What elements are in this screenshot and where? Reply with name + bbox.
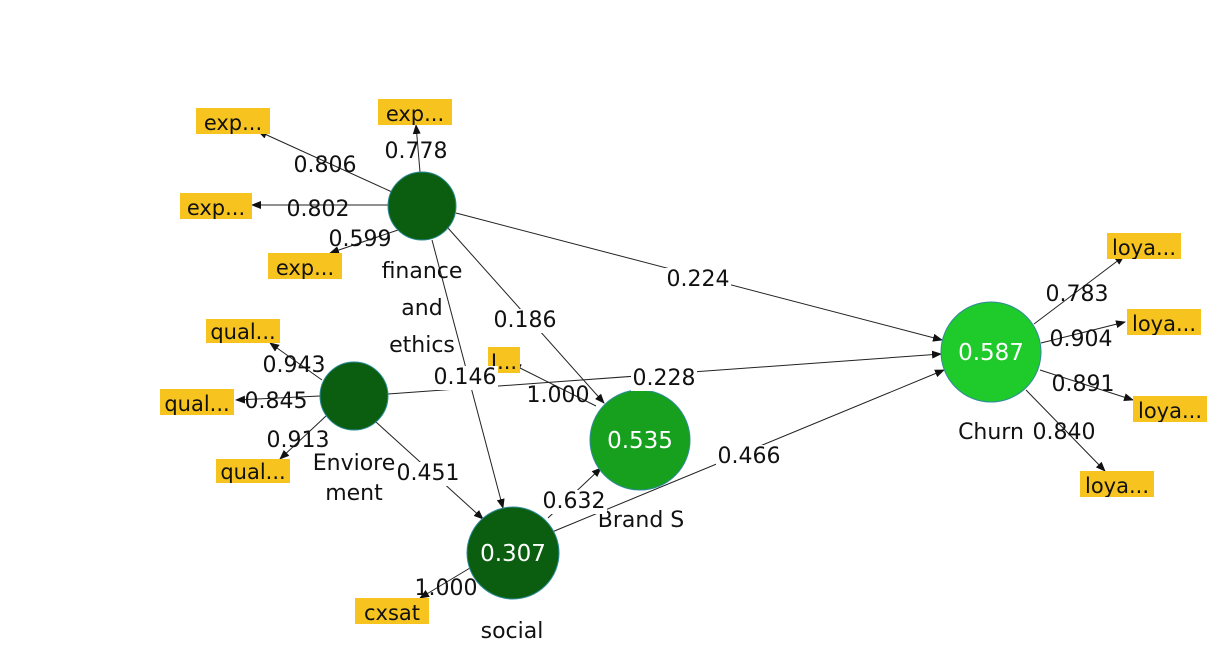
indicator-i_loy4[interactable]: loya... [1080, 471, 1154, 498]
loading-coefficient-l_qual2: 0.845 [245, 389, 308, 414]
path-label-bg [541, 490, 607, 514]
loading-arrow-l_qual1 [269, 342, 323, 381]
path-label-bg [716, 445, 782, 469]
construct-env[interactable]: Enviore ment [313, 361, 396, 506]
indicator-box [206, 319, 280, 343]
indicator-label: loya... [1085, 474, 1149, 498]
construct-name-line: Enviore [313, 451, 396, 476]
indicator-label: loya... [1138, 399, 1202, 423]
loading-coefficient-l_qual3: 0.913 [267, 428, 330, 453]
indicator-label: qual... [210, 320, 275, 344]
indicator-label: exp... [187, 196, 245, 220]
construct-churn[interactable]: 0.587 Churn [940, 301, 1042, 445]
loading-arrow-l_exp2 [412, 124, 421, 173]
loading-coefficient-l_loy3: 0.891 [1052, 372, 1115, 397]
indicator-box [355, 598, 429, 624]
indicator-label: cxsat [364, 601, 420, 625]
loading-coefficient-l_loy2: 0.904 [1050, 327, 1113, 352]
loading-arrow-l_loy2 [1040, 320, 1126, 344]
indicator-i_loy3[interactable]: loya... [1133, 396, 1207, 423]
path-label-bg [492, 309, 558, 333]
path-coefficient-fin_churn: 0.224 [667, 267, 730, 292]
loading-coefficient-l_loy4: 0.840 [1033, 420, 1096, 445]
indicator-box [1127, 309, 1201, 335]
indicator-i_exp1[interactable]: exp... [196, 108, 270, 135]
loading-arrow-l_qual2 [235, 395, 321, 404]
loading-arrow-l_loy1 [1033, 255, 1125, 325]
construct-name-line: Churn [958, 420, 1024, 445]
path-label-bg [432, 366, 498, 390]
loading-arrow-l_loy4 [1025, 389, 1106, 472]
indicator-label: exp... [204, 111, 262, 135]
indicator-label: loya... [1112, 236, 1176, 260]
loading-arrow-l_qual3 [279, 415, 327, 460]
path-label-bg [665, 268, 731, 292]
indicators-layer: exp... exp... exp... exp... qual... qual... qu… [160, 99, 1207, 625]
path-coefficient-env_churn: 0.228 [633, 366, 696, 391]
indicator-i_loy2[interactable]: loya... [1127, 309, 1201, 336]
construct-name-line: finance [382, 259, 463, 284]
construct-r-squared: 0.307 [480, 541, 546, 567]
indicator-i_exp4[interactable]: exp... [268, 253, 342, 280]
path-coefficient-env_soc: 0.451 [397, 461, 460, 486]
indicator-i_qual3[interactable]: qual... [216, 459, 290, 484]
loading-coefficient-l_exp1: 0.806 [294, 153, 357, 178]
indicator-box [180, 193, 252, 219]
loading-coefficient-l_qual1: 0.943 [263, 353, 326, 378]
path-coefficient-fin_soc: 0.146 [434, 365, 497, 390]
construct-name-line: Brand S [598, 508, 685, 533]
indicator-i_loy1[interactable]: loya... [1107, 233, 1181, 260]
indicator-i_qual1[interactable]: qual... [206, 319, 280, 344]
construct-brand[interactable]: 0.535 Brand S [589, 389, 691, 533]
construct-name-line: and [401, 296, 442, 321]
loading-coefficient-l_loy1: 0.783 [1046, 282, 1109, 307]
coefficient-labels-layer: 0.224 0.186 0.146 0.228 0.451 0.466 0.632 0.806… [245, 139, 1115, 601]
indicator-label: qual... [220, 460, 285, 484]
indicator-box [160, 389, 234, 415]
loading-arrow-l_loy3 [1039, 369, 1134, 402]
loading-arrow-l_cxsat [419, 567, 471, 599]
construct-circle [387, 171, 457, 241]
path-coefficient-fin_brand: 0.186 [494, 308, 557, 333]
construct-soc[interactable]: 0.307 social [466, 506, 560, 644]
indicator-box [1107, 233, 1181, 259]
construct-r-squared: 0.587 [958, 340, 1024, 366]
construct-circle [466, 506, 560, 600]
indicator-label: exp... [276, 256, 334, 280]
path-label-bg [395, 462, 461, 486]
loading-coefficient-l_brand: 1.000 [527, 383, 590, 408]
indicator-box [1133, 396, 1207, 422]
indicator-box [268, 253, 342, 279]
indicator-label: qual... [164, 392, 229, 416]
construct-circle [940, 301, 1042, 403]
indicator-label: loya... [1132, 312, 1196, 336]
loading-coefficient-l_exp3: 0.802 [287, 197, 350, 222]
indicator-i_exp2[interactable]: exp... [378, 99, 452, 126]
indicator-box [216, 459, 290, 483]
construct-fin[interactable]: finance and ethics [382, 171, 463, 358]
construct-r-squared: 0.535 [607, 428, 673, 454]
path-label-bg [631, 367, 697, 391]
loading-arrow-l_exp1 [257, 130, 393, 193]
construct-name-line: social [481, 619, 544, 644]
path-coefficient-soc_brand: 0.632 [543, 489, 606, 514]
indicator-i_cxsat[interactable]: cxsat [355, 598, 429, 625]
loading-coefficient-l_exp2: 0.778 [385, 139, 448, 164]
loading-arrow-l_exp4 [329, 229, 399, 254]
construct-name-line: ment [325, 481, 383, 506]
indicator-box [1080, 471, 1154, 497]
loading-arrow-l_brand [511, 363, 597, 407]
loading-coefficient-l_exp4: 0.599 [329, 227, 392, 252]
construct-circle [319, 361, 389, 431]
path-coefficient-soc_churn: 0.466 [718, 444, 781, 469]
indicator-i_exp3[interactable]: exp... [180, 193, 252, 220]
loading-coefficient-l_cxsat: 1.000 [415, 576, 478, 601]
indicator-box [378, 99, 452, 125]
indicator-i_qual2[interactable]: qual... [160, 389, 234, 416]
constructs-layer: financeandethicsEnviorement0.307social0.… [313, 171, 1042, 644]
indicator-box [196, 108, 270, 134]
indicator-label: exp... [386, 102, 444, 126]
construct-name-line: ethics [389, 333, 455, 358]
